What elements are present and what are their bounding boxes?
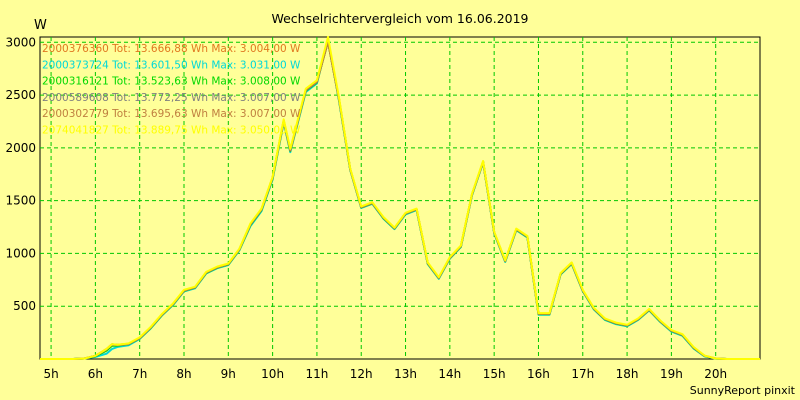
x-tick-label: 20h bbox=[704, 367, 727, 381]
y-tick-label: 1000 bbox=[5, 246, 36, 260]
x-tick-label: 12h bbox=[350, 367, 373, 381]
legend-entry-2000376360: 2000376360 Tot: 13.666,88 Wh Max: 3.004,… bbox=[42, 43, 301, 55]
y-tick-label: 2000 bbox=[5, 141, 36, 155]
x-tick-label: 18h bbox=[616, 367, 639, 381]
x-tick-label: 14h bbox=[438, 367, 461, 381]
y-axis-unit-label: W bbox=[34, 18, 47, 33]
y-tick-label: 500 bbox=[13, 299, 36, 313]
x-tick-label: 8h bbox=[176, 367, 191, 381]
x-tick-label: 9h bbox=[221, 367, 236, 381]
plot-area bbox=[39, 36, 761, 360]
y-tick-label: 3000 bbox=[5, 35, 36, 49]
x-tick-label: 5h bbox=[43, 367, 58, 381]
x-tick-label: 7h bbox=[132, 367, 147, 381]
legend-entry-2074041827: 2074041827 Tot: 13.889,75 Wh Max: 3.050,… bbox=[42, 125, 301, 137]
legend-entry-2000302779: 2000302779 Tot: 13.695,63 Wh Max: 3.007,… bbox=[42, 108, 301, 120]
x-tick-label: 11h bbox=[305, 367, 328, 381]
x-tick-label: 16h bbox=[527, 367, 550, 381]
legend-entry-2000316121: 2000316121 Tot: 13.523,63 Wh Max: 3.008,… bbox=[42, 76, 301, 88]
x-tick-label: 15h bbox=[483, 367, 506, 381]
y-tick-label: 2500 bbox=[5, 88, 36, 102]
chart-title: Wechselrichtervergleich vom 16.06.2019 bbox=[271, 11, 528, 26]
legend-entry-2000589608: 2000589608 Tot: 13.772,25 Wh Max: 3.007,… bbox=[42, 92, 301, 104]
x-tick-label: 6h bbox=[88, 367, 103, 381]
y-tick-label: 1500 bbox=[5, 194, 36, 208]
series-line-2074041827 bbox=[40, 36, 760, 360]
x-tick-label: 13h bbox=[394, 367, 417, 381]
legend-entry-2000373724: 2000373724 Tot: 13.601,50 Wh Max: 3.031,… bbox=[42, 59, 301, 71]
x-tick-label: 19h bbox=[660, 367, 683, 381]
footer-credit: SunnyReport pinxit bbox=[690, 384, 796, 397]
x-tick-label: 17h bbox=[571, 367, 594, 381]
x-tick-label: 10h bbox=[261, 367, 284, 381]
